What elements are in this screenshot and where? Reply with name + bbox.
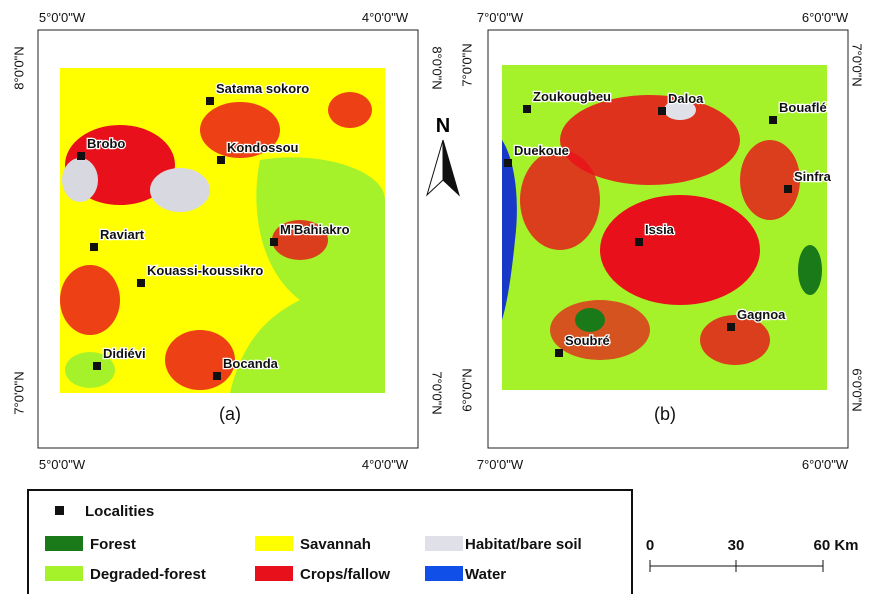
legend-marker [55,506,64,515]
locality-label: Bocanda [223,356,279,371]
legend-swatch [425,536,463,551]
north-arrow: N [427,115,459,195]
scale-label: 0 [646,537,654,554]
locality-label: Daloa [668,91,704,106]
locality-label: Raviart [100,227,145,242]
longitude-label: 7°0'0"W [477,457,524,472]
latitude-label: 7°0'0"N [430,371,445,414]
locality-marker [504,159,512,167]
locality-label: Zoukougbeu [533,89,611,104]
locality-marker [727,323,735,331]
locality-marker [90,243,98,251]
legend-label: Degraded-forest [90,566,206,583]
longitude-label: 5°0'0"W [39,457,86,472]
locality-label: Satama sokoro [216,81,309,96]
longitude-label: 6°0'0"W [802,457,849,472]
locality-marker [137,279,145,287]
legend-swatch [255,566,293,581]
locality-marker [206,97,214,105]
legend-label: Forest [90,536,136,553]
legend-label: Crops/fallow [300,566,390,583]
locality-marker [213,372,221,380]
longitude-label: 4°0'0"W [362,10,409,25]
legend-swatch [255,536,293,551]
locality-label: Issia [645,222,675,237]
locality-marker [769,116,777,124]
legend-label: Water [465,566,506,583]
legend-label: Localities [85,503,154,520]
legend-label: Savannah [300,536,371,553]
locality-label: Duekoue [514,143,569,158]
panel-label: (b) [654,404,676,424]
locality-label: Soubré [565,333,610,348]
locality-marker [658,107,666,115]
locality-marker [217,156,225,164]
locality-marker [555,349,563,357]
legend-swatch [45,566,83,581]
figure: N Localities Forest Savannah Habitat/bare s… [0,0,869,594]
locality-label: Sinfra [794,169,832,184]
locality-marker [635,238,643,246]
legend-swatch [45,536,83,551]
north-label: N [436,115,450,137]
longitude-label: 5°0'0"W [39,10,86,25]
latitude-label: 8°0'0"N [430,46,445,89]
latitude-label: 6°0'0"N [850,368,865,411]
latitude-label: 7°0'0"N [459,43,474,86]
locality-label: Bouaflé [779,100,827,115]
scale-label: 30 [728,537,745,554]
latitude-label: 7°0'0"N [850,43,865,86]
scale-label: 60 Km [813,537,858,554]
locality-marker [93,362,101,370]
latitude-label: 7°0'0"N [11,371,26,414]
scale-bar [650,560,823,572]
latitude-label: 8°0'0"N [11,46,26,89]
panel-label: (a) [219,404,241,424]
latitude-label: 6°0'0"N [459,368,474,411]
locality-marker [270,238,278,246]
longitude-label: 7°0'0"W [477,10,524,25]
locality-label: Didiévi [103,346,146,361]
locality-marker [523,105,531,113]
locality-marker [784,185,792,193]
locality-marker [77,152,85,160]
locality-label: Gagnoa [737,307,786,322]
longitude-label: 6°0'0"W [802,10,849,25]
legend-swatch [425,566,463,581]
longitude-label: 4°0'0"W [362,457,409,472]
locality-label: Kouassi-koussikro [147,263,263,278]
locality-label: M'Bahiakro [280,222,350,237]
legend-label: Habitat/bare soil [465,536,582,553]
locality-label: Kondossou [227,140,299,155]
locality-label: Brobo [87,136,125,151]
